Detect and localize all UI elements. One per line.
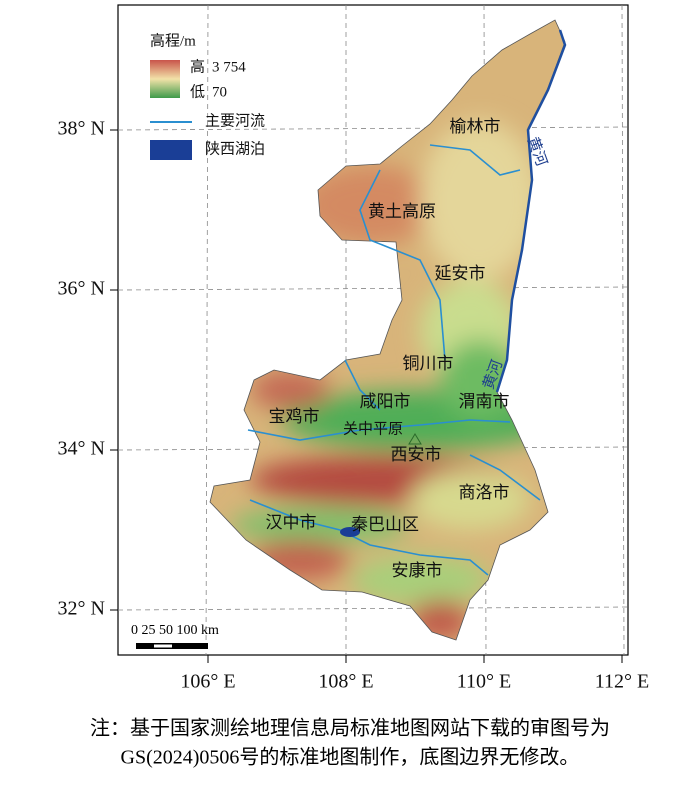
lon-label: 108° E [318, 671, 373, 693]
axis-labels: 38° N 36° N 34° N 32° N 106° E 108° E 110° E 11… [58, 118, 650, 693]
legend-low-value: 70 [212, 84, 227, 100]
peak-marker [408, 433, 422, 445]
note-line: GS(2024)0506号的标准地图制作，底图边界无修改。 [121, 746, 580, 769]
place-label: 汉中市 [266, 513, 317, 532]
lake [340, 527, 360, 537]
lon-label: 112° E [595, 671, 649, 693]
legend: 高程/m 高 3 754 低 70 主要河流 陕西湖泊 [150, 32, 265, 160]
place-label: 延安市 [435, 264, 486, 283]
legend-high-value: 3 754 [212, 59, 246, 75]
scale-bar: 0 25 50 100 km [131, 623, 219, 649]
place-label: 西安市 [391, 445, 442, 464]
scale-bar-seg [154, 644, 172, 648]
elevation [210, 20, 565, 640]
lon-label: 110° E [457, 671, 511, 693]
place-label: 安康市 [392, 561, 443, 580]
places: 榆林市黄河黄土高原延安市铜川市 黄河咸阳市 渭南市宝鸡市关中平原西安市商洛市汉中市秦… [266, 117, 551, 580]
lat-label: 36° N [58, 278, 105, 300]
place-label: 宝鸡市 [269, 407, 320, 426]
place-label: 咸阳市 [360, 392, 411, 411]
legend-high: 高 [190, 58, 205, 75]
lat-label: 32° N [58, 598, 105, 620]
yellow-river [495, 29, 567, 393]
place-label: 榆林市 [450, 117, 501, 136]
legend-river: 主要河流 [205, 112, 265, 129]
scale-label: 0 25 50 100 km [131, 623, 219, 638]
rivers [247, 144, 541, 576]
lon-label: 106° E [180, 671, 235, 693]
place-label: 铜川市 [403, 354, 454, 373]
legend-title: 高程/m [150, 32, 196, 49]
lat-label: 38° N [58, 118, 105, 140]
legend-lake: 陕西湖泊 [205, 140, 265, 157]
map-frame [117, 4, 629, 656]
place-label: 黄土高原 [368, 202, 436, 221]
place-label: 秦巴山区 [351, 515, 419, 534]
graticule [117, 4, 629, 656]
place-label: 渭南市 [459, 392, 510, 411]
legend-lake-swatch [150, 140, 192, 160]
place-label: 关中平原 [343, 420, 403, 437]
note-line: 注：基于国家测绘地理信息局标准地图网站下载的审图号为 [90, 717, 610, 740]
lat-label: 34° N [58, 438, 105, 460]
legend-low: 低 [190, 83, 205, 100]
legend-gradient [150, 60, 180, 98]
place-label: 商洛市 [459, 483, 510, 502]
